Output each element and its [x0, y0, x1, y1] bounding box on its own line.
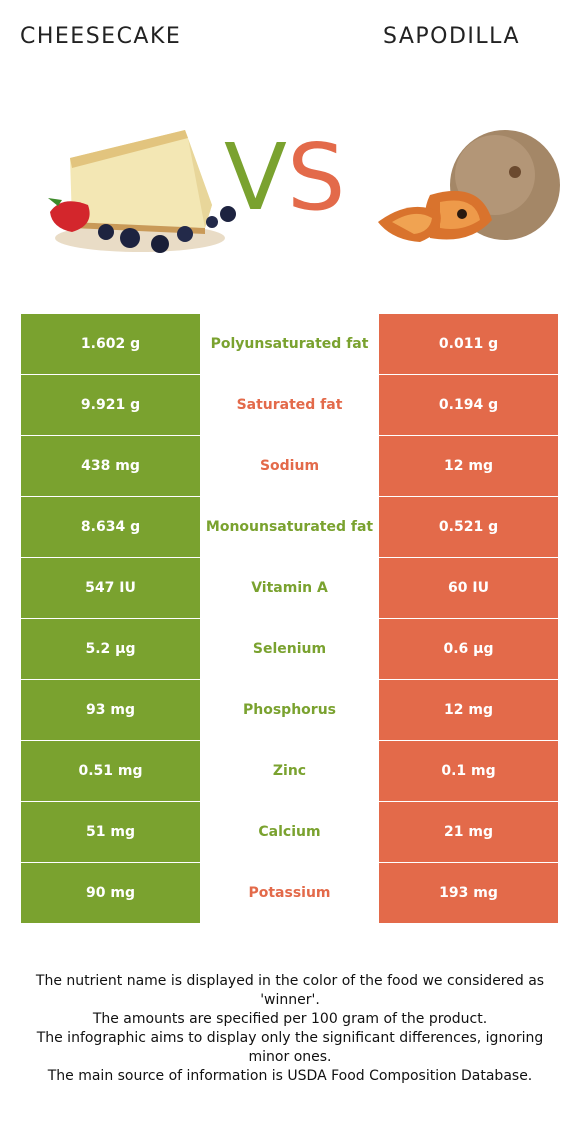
right-value: 21 mg — [379, 801, 558, 863]
table-row: 438 mg Sodium 12 mg — [21, 435, 558, 497]
left-value: 93 mg — [21, 679, 200, 741]
table-row: 51 mg Calcium 21 mg — [21, 801, 558, 863]
right-food-title: SAPODILLA — [382, 24, 520, 49]
right-value: 0.011 g — [379, 314, 558, 375]
nutrient-name: Sodium — [200, 435, 379, 497]
table-row: 90 mg Potassium 193 mg — [21, 862, 558, 924]
right-value: 193 mg — [379, 862, 558, 924]
sapodilla-image — [378, 130, 560, 242]
vs-letter-s: S — [286, 124, 346, 231]
table-row: 5.2 µg Selenium 0.6 µg — [21, 618, 558, 680]
right-value: 12 mg — [379, 679, 558, 741]
footer-line: The infographic aims to display only the… — [36, 1030, 544, 1065]
table-row: 1.602 g Polyunsaturated fat 0.011 g — [21, 314, 558, 375]
nutrient-name: Saturated fat — [200, 374, 379, 436]
nutrient-name: Selenium — [200, 618, 379, 680]
left-food-title: CHEESECAKE — [20, 24, 182, 49]
right-value: 12 mg — [379, 435, 558, 497]
cheesecake-image — [48, 130, 236, 253]
left-value: 438 mg — [21, 435, 200, 497]
nutrient-name: Calcium — [200, 801, 379, 863]
left-value: 90 mg — [21, 862, 200, 924]
left-value: 9.921 g — [21, 374, 200, 436]
table-row: 9.921 g Saturated fat 0.194 g — [21, 374, 558, 436]
right-value: 0.194 g — [379, 374, 558, 436]
food-images — [48, 130, 560, 253]
table-row: 93 mg Phosphorus 12 mg — [21, 679, 558, 741]
nutrient-name: Zinc — [200, 740, 379, 802]
right-value: 0.6 µg — [379, 618, 558, 680]
right-value: 60 IU — [379, 557, 558, 619]
footer-line: The amounts are specified per 100 gram o… — [92, 1011, 488, 1027]
left-value: 51 mg — [21, 801, 200, 863]
left-value: 547 IU — [21, 557, 200, 619]
right-value: 0.521 g — [379, 496, 558, 558]
nutrient-name: Potassium — [200, 862, 379, 924]
table-row: 0.51 mg Zinc 0.1 mg — [21, 740, 558, 802]
left-value: 0.51 mg — [21, 740, 200, 802]
footer-line: The nutrient name is displayed in the co… — [35, 973, 545, 1008]
vs-logo: VS — [224, 132, 345, 224]
nutrient-name: Monounsaturated fat — [200, 496, 379, 558]
nutrient-name: Vitamin A — [200, 557, 379, 619]
right-value: 0.1 mg — [379, 740, 558, 802]
nutrient-name: Polyunsaturated fat — [200, 314, 379, 375]
left-value: 8.634 g — [21, 496, 200, 558]
footer-line: The main source of information is USDA F… — [47, 1068, 533, 1084]
vs-letter-v: V — [224, 124, 287, 231]
footer-notes: The nutrient name is displayed in the co… — [15, 972, 565, 1086]
comparison-table: 1.602 g Polyunsaturated fat 0.011 g 9.921 g… — [21, 314, 558, 924]
left-value: 5.2 µg — [21, 618, 200, 680]
nutrient-name: Phosphorus — [200, 679, 379, 741]
left-value: 1.602 g — [21, 314, 200, 375]
table-row: 8.634 g Monounsaturated fat 0.521 g — [21, 496, 558, 558]
table-row: 547 IU Vitamin A 60 IU — [21, 557, 558, 619]
